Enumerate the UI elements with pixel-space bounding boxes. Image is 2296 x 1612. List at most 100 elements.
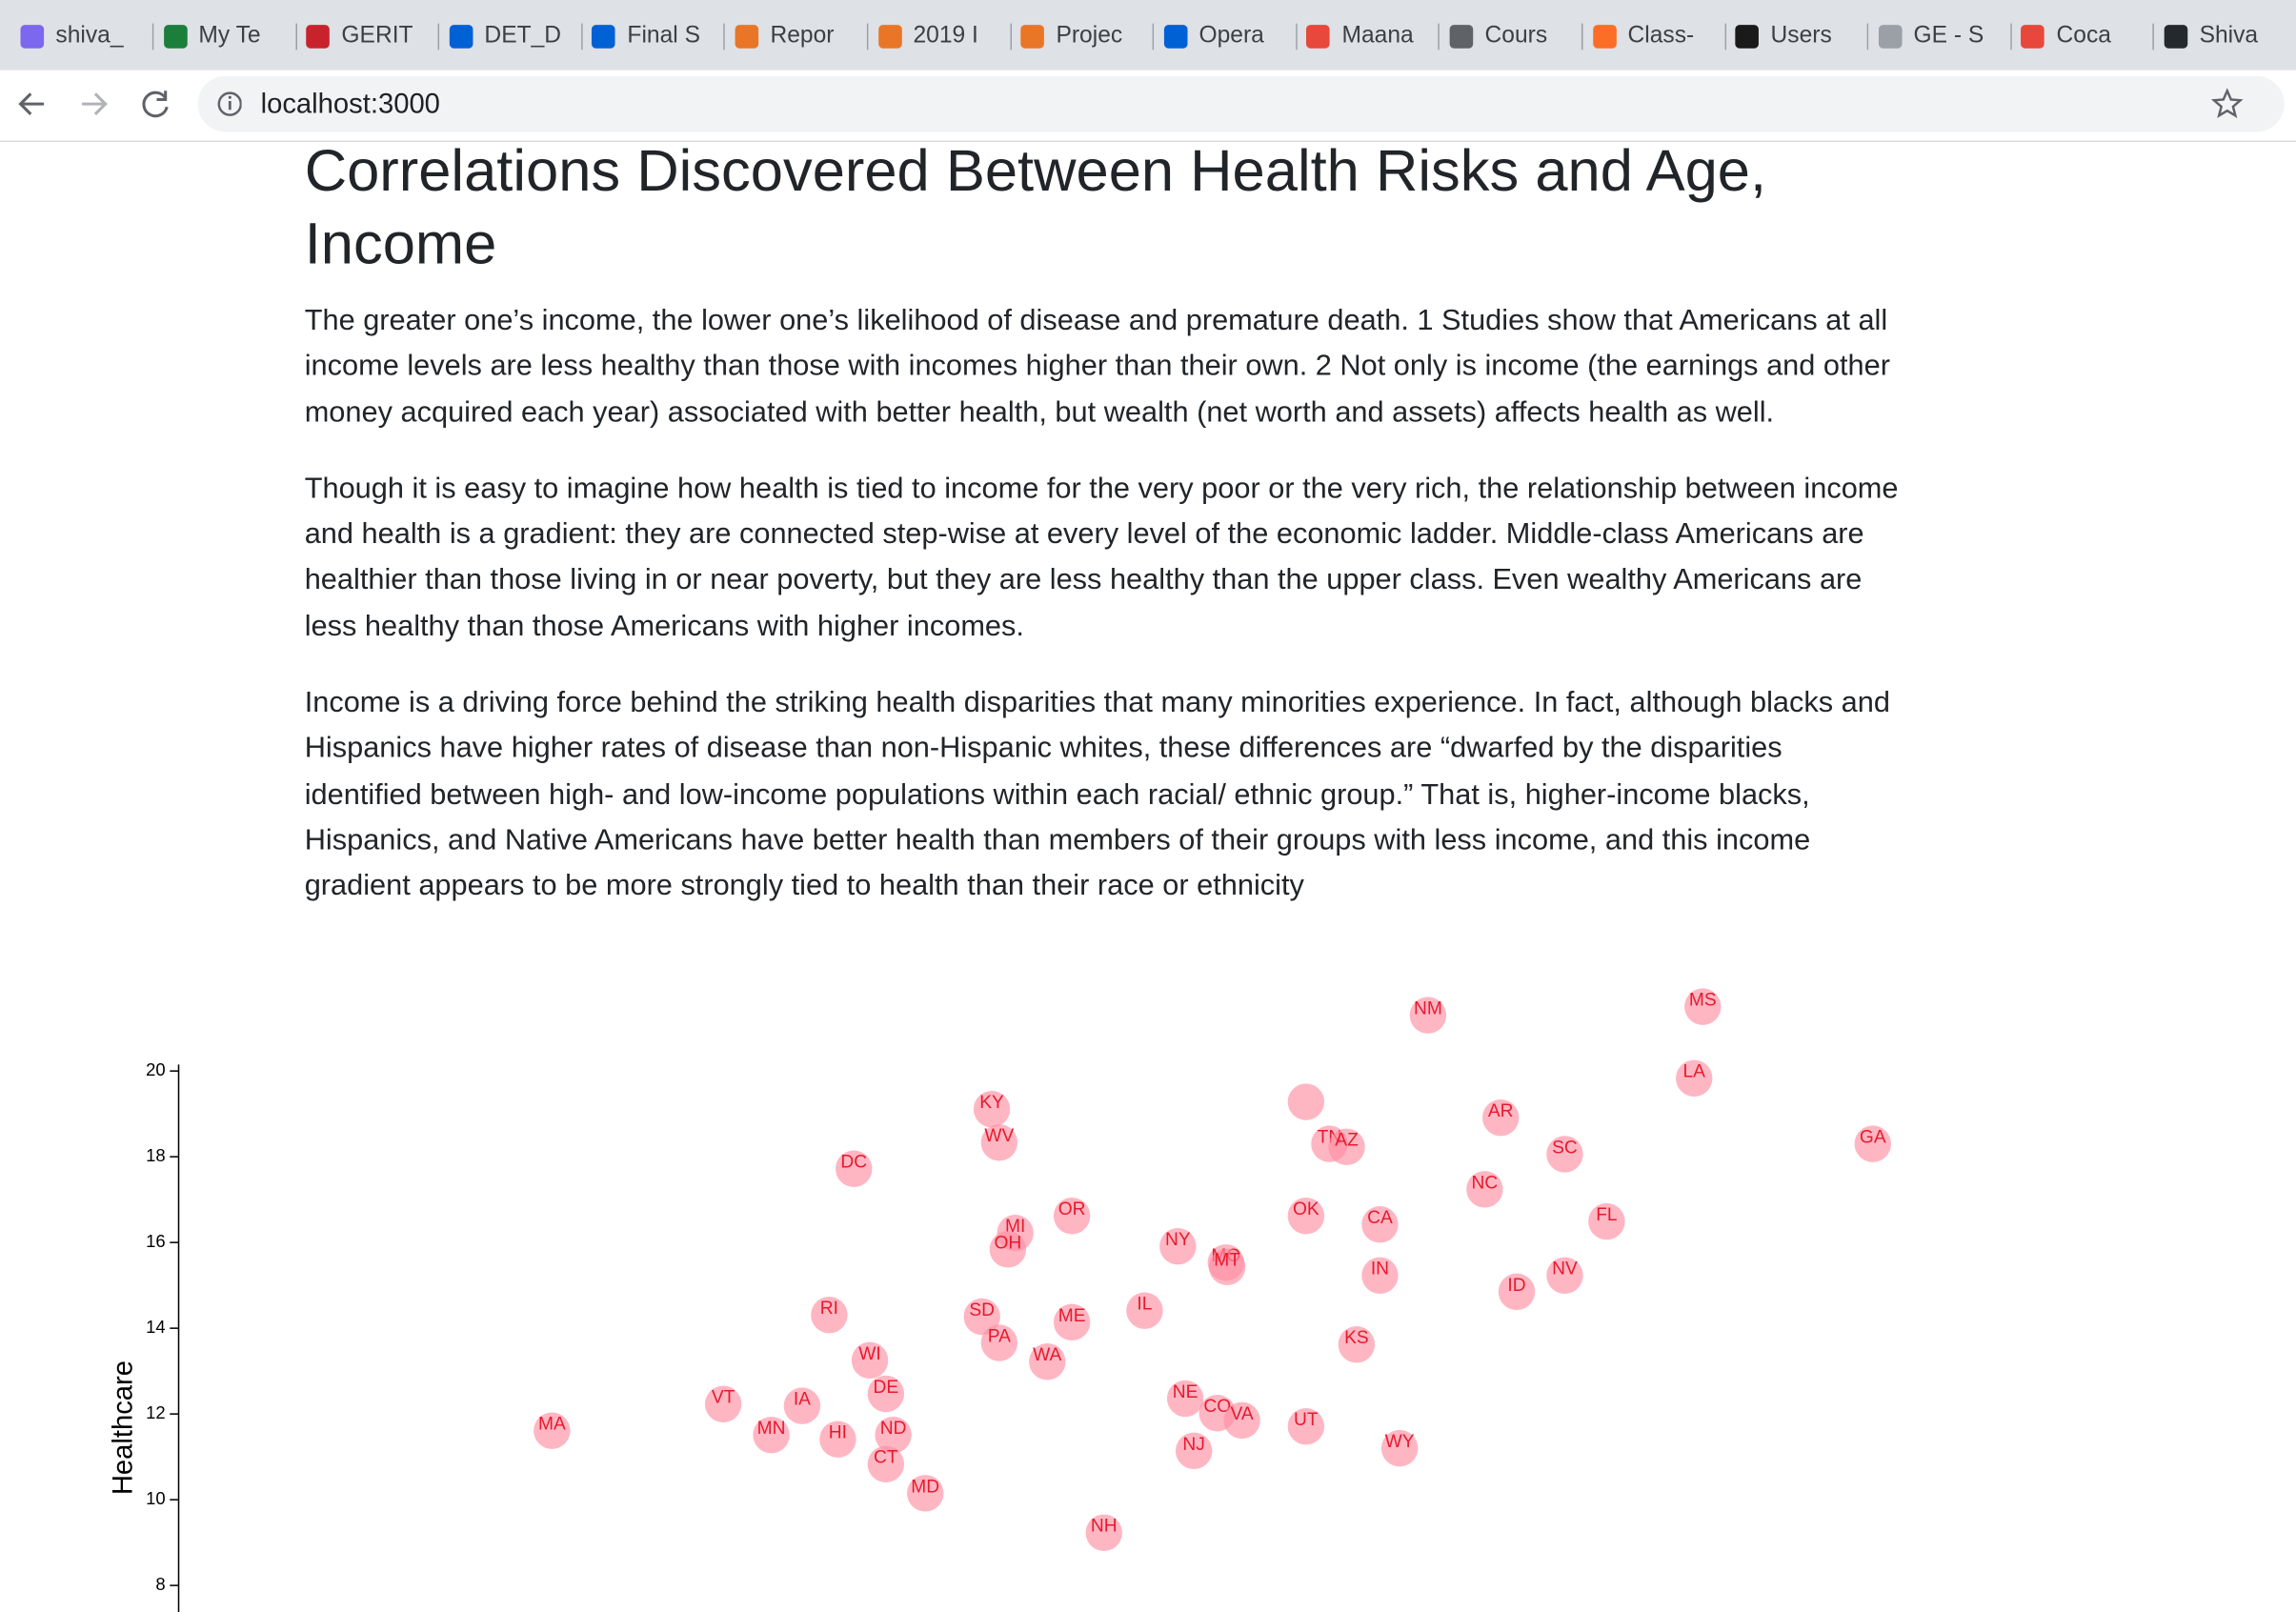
point <box>1481 1098 1520 1137</box>
point-label: IN <box>1371 1259 1389 1280</box>
point-label: ND <box>880 1419 907 1439</box>
address-bar[interactable]: localhost:3000 <box>197 75 2285 132</box>
browser-tab[interactable]: Projec <box>1012 17 1155 55</box>
tab-separator <box>1295 23 1298 50</box>
point-label: GA <box>1860 1128 1886 1148</box>
point <box>973 1090 1011 1128</box>
point-label: WY <box>1385 1432 1415 1452</box>
browser-tab[interactable]: Opera <box>1155 17 1298 55</box>
point-label: HI <box>829 1423 847 1443</box>
tab-icon <box>2021 25 2045 49</box>
browser-tab[interactable]: Cours <box>1440 17 1583 55</box>
point <box>704 1385 742 1423</box>
y-tick-label: 12 <box>146 1402 166 1422</box>
tab-separator <box>580 23 583 50</box>
browser-tab[interactable]: Users <box>1726 17 1869 55</box>
point <box>1588 1202 1625 1240</box>
point-label: MS <box>1689 991 1717 1011</box>
toolbar: localhost:3000 <box>0 70 2296 143</box>
info-icon <box>217 91 242 116</box>
forward-button[interactable] <box>82 92 108 115</box>
browser-tab[interactable]: Shiva <box>2155 17 2296 55</box>
point-label: CT <box>874 1448 898 1468</box>
tab-title: GERIT <box>341 23 413 49</box>
point-label: ID <box>1507 1276 1525 1296</box>
point <box>1380 1429 1419 1467</box>
back-button[interactable] <box>18 92 45 115</box>
point <box>1361 1206 1399 1243</box>
tab-title: 2019 I <box>913 23 978 49</box>
browser-tab[interactable]: Repor <box>726 17 869 55</box>
browser-tab[interactable]: GERIT <box>297 17 440 55</box>
point <box>1546 1136 1583 1173</box>
point <box>783 1387 821 1424</box>
point <box>1223 1401 1260 1440</box>
point-label: KS <box>1344 1328 1369 1348</box>
y-tick-label: 10 <box>146 1488 166 1508</box>
tab-icon <box>1592 25 1617 49</box>
y-tick-label: 16 <box>146 1231 166 1251</box>
point-label: TN <box>1318 1128 1342 1148</box>
point <box>997 1215 1034 1252</box>
y-axis-label: Healthcare <box>108 1360 138 1495</box>
browser-tab[interactable]: Final S <box>583 17 726 55</box>
article-title: Correlations Discovered Between Health R… <box>304 139 1767 277</box>
browser-tab[interactable]: Class- <box>1583 17 1726 55</box>
point <box>1287 1407 1325 1445</box>
point-label: WV <box>984 1126 1014 1146</box>
reload-button[interactable] <box>142 91 169 118</box>
y-tick-label: 8 <box>155 1574 165 1594</box>
point-label: VT <box>712 1388 735 1408</box>
point-label: MI <box>1005 1217 1025 1237</box>
tab-strip: shiva_ My Te GERIT DET_D Final S Repor 2019 I P… <box>0 0 2296 71</box>
point-label: RI <box>820 1299 838 1319</box>
point-label: DE <box>874 1378 899 1398</box>
tab-separator <box>723 23 726 50</box>
tab-icon <box>1449 25 1474 49</box>
browser-tab[interactable]: 2019 I <box>869 17 1012 55</box>
point <box>1085 1514 1122 1552</box>
point-label: OK <box>1293 1199 1319 1219</box>
point-label: VA <box>1231 1404 1254 1424</box>
point <box>907 1475 944 1512</box>
tab-icon <box>1306 25 1331 49</box>
tab-title: Repor <box>770 23 835 49</box>
point <box>1175 1432 1213 1470</box>
point <box>989 1231 1027 1268</box>
point-label: LA <box>1682 1062 1705 1082</box>
tab-title: Cours <box>1484 23 1548 49</box>
browser-tab[interactable]: Coca <box>2012 17 2155 55</box>
browser-tab[interactable]: My Te <box>154 17 297 55</box>
point-label: FL <box>1596 1205 1618 1225</box>
y-tick-label: 18 <box>146 1145 166 1165</box>
point <box>1684 988 1722 1025</box>
point <box>867 1445 905 1483</box>
point-label: AR <box>1488 1101 1514 1121</box>
point <box>980 1324 1018 1361</box>
point <box>1311 1125 1348 1162</box>
tab-icon <box>877 25 902 49</box>
browser-tab[interactable]: DET_D <box>440 17 583 55</box>
point <box>867 1375 905 1413</box>
point <box>811 1296 848 1334</box>
point-label: NC <box>1472 1173 1499 1193</box>
browser-tab[interactable]: GE - S <box>1869 17 2012 55</box>
point-label: WA <box>1033 1345 1061 1365</box>
tab-separator <box>1438 23 1440 50</box>
point <box>1053 1198 1091 1235</box>
point-label: NV <box>1552 1259 1578 1280</box>
url: localhost:3000 <box>260 89 440 121</box>
browser-tab[interactable]: shiva_ <box>11 17 154 55</box>
point-label: CA <box>1367 1208 1393 1228</box>
tab-icon <box>163 25 188 49</box>
tab-title: Opera <box>1198 23 1264 49</box>
point <box>1328 1128 1365 1166</box>
bookmark-star[interactable] <box>2209 87 2245 122</box>
point-label: KY <box>979 1093 1004 1113</box>
point-label: ME <box>1058 1306 1086 1326</box>
browser-tab[interactable]: Maana <box>1298 17 1440 55</box>
point-label: IA <box>794 1390 811 1410</box>
tab-separator <box>1152 23 1155 50</box>
tab-separator <box>437 23 440 50</box>
